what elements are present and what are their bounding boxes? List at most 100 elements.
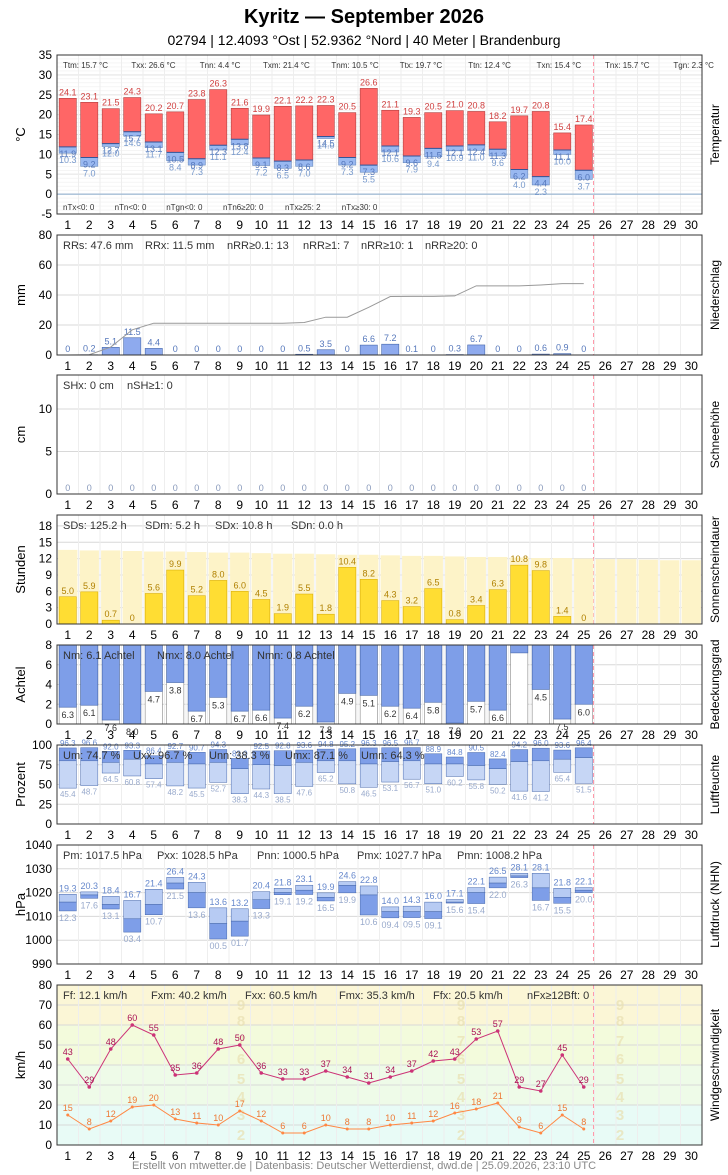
x-tick-label: 3 bbox=[107, 1149, 114, 1163]
x-tick-label: 25 bbox=[577, 968, 591, 982]
sun-bar bbox=[209, 580, 228, 625]
x-tick-label: 8 bbox=[215, 728, 222, 742]
snow-label: 0 bbox=[108, 483, 113, 493]
x-tick-label: 6 bbox=[172, 498, 179, 512]
tmax-bar bbox=[381, 109, 400, 147]
pressure-min-label: 03.4 bbox=[123, 934, 141, 944]
x-tick-label: 28 bbox=[642, 498, 656, 512]
cloud-bar bbox=[445, 644, 464, 724]
mean-wind-point bbox=[173, 1117, 177, 1121]
x-tick-label: 21 bbox=[491, 968, 505, 982]
mean-wind-label: 12 bbox=[428, 1109, 438, 1119]
tmax-bar bbox=[553, 132, 572, 151]
tmax-bar bbox=[316, 105, 335, 137]
x-tick-label: 6 bbox=[172, 628, 179, 642]
cloud-label: 0.8 bbox=[513, 656, 526, 666]
x-tick-label: 2 bbox=[86, 828, 93, 842]
sun-label: 5.2 bbox=[190, 585, 203, 595]
humidity-max-label: 84.8 bbox=[447, 748, 463, 757]
y-tick-label: 20 bbox=[39, 1098, 53, 1112]
tmin-label: 11.1 bbox=[210, 152, 227, 162]
x-tick-label: 4 bbox=[129, 218, 136, 232]
y-tick-label: 50 bbox=[39, 778, 53, 792]
snow-label: 0 bbox=[323, 483, 328, 493]
x-tick-label: 21 bbox=[491, 628, 505, 642]
sun-label: 0.8 bbox=[448, 609, 461, 619]
y-tick-label: 25 bbox=[39, 88, 53, 102]
tmax-bar bbox=[58, 98, 77, 148]
sun-label: 5.0 bbox=[61, 586, 74, 596]
mean-wind-label: 10 bbox=[385, 1113, 395, 1123]
x-tick-label: 20 bbox=[470, 359, 484, 373]
pressure-max-label: 20.3 bbox=[80, 881, 98, 891]
tmean-label: 8.9 bbox=[190, 161, 203, 171]
y-axis-label: Stunden bbox=[13, 545, 28, 593]
humidity-min-label: 45.5 bbox=[189, 790, 205, 799]
pressure-min-label: 19.2 bbox=[295, 897, 313, 907]
x-tick-label: 13 bbox=[319, 498, 333, 512]
humidity-max-label: 93.6 bbox=[554, 741, 570, 750]
sun-possible-bar bbox=[574, 558, 594, 624]
pressure-lower-bar bbox=[230, 920, 249, 937]
x-tick-label: 2 bbox=[86, 628, 93, 642]
y-tick-label: 1010 bbox=[25, 909, 52, 923]
humidity-min-label: 38.3 bbox=[232, 796, 248, 805]
pressure-upper-bar bbox=[553, 888, 572, 898]
x-tick-label: 13 bbox=[319, 628, 333, 642]
bft-label: 3 bbox=[616, 1107, 624, 1124]
sun-possible-bar bbox=[122, 550, 142, 624]
panel-frame bbox=[56, 374, 703, 495]
gust-label: 42 bbox=[428, 1049, 438, 1059]
x-tick-label: 16 bbox=[384, 968, 398, 982]
pressure-min-label: 12.3 bbox=[59, 913, 77, 923]
pressure-min-label: 15.4 bbox=[467, 906, 485, 916]
humidity-upper-bar bbox=[488, 758, 507, 769]
mean-wind-point bbox=[367, 1127, 371, 1131]
bft-label: 4 bbox=[616, 1089, 625, 1106]
x-tick-label: 20 bbox=[470, 968, 484, 982]
tmean-label: 8.6 bbox=[298, 162, 311, 172]
sun-bar bbox=[445, 619, 464, 625]
pressure-upper-bar bbox=[531, 873, 550, 889]
x-tick-label: 23 bbox=[534, 1149, 548, 1163]
precip-label: 0 bbox=[194, 344, 199, 354]
x-tick-label: 6 bbox=[172, 828, 179, 842]
y-tick-label: 100 bbox=[32, 738, 52, 752]
humidity-lower-bar bbox=[252, 764, 271, 790]
pressure-max-label: 16.7 bbox=[123, 889, 141, 899]
pressure-min-label: 17.6 bbox=[80, 900, 98, 910]
humidity-lower-bar bbox=[445, 763, 464, 777]
sun-label: 3.4 bbox=[470, 594, 483, 604]
x-tick-label: 26 bbox=[599, 218, 613, 232]
mean-wind-label: 12 bbox=[106, 1109, 116, 1119]
y-tick-label: 0 bbox=[45, 617, 52, 631]
stat-text: Uxx: 96.7 % bbox=[133, 750, 193, 762]
pressure-lower-bar bbox=[467, 892, 486, 904]
x-tick-label: 1 bbox=[64, 218, 71, 232]
x-tick-label: 2 bbox=[86, 1149, 93, 1163]
panel-title: Temperatur bbox=[708, 104, 722, 165]
tmax-bar bbox=[488, 121, 507, 150]
y-tick-label: 40 bbox=[39, 1058, 53, 1072]
stat-text: nFx≥12Bft: 0 bbox=[527, 990, 589, 1002]
panel-frame bbox=[56, 54, 703, 215]
gust-label: 33 bbox=[278, 1067, 288, 1077]
x-tick-label: 17 bbox=[405, 628, 419, 642]
mean-wind-label: 17 bbox=[235, 1099, 245, 1109]
bft-label: 7 bbox=[457, 1033, 465, 1050]
precip-bar bbox=[467, 344, 486, 356]
tmean-label: 15.7 bbox=[123, 134, 141, 144]
tmean-label: 9.6 bbox=[405, 158, 418, 168]
humidity-max-label: 93.6 bbox=[296, 741, 312, 750]
x-tick-label: 23 bbox=[534, 359, 548, 373]
pressure-min-label: 13.1 bbox=[102, 911, 120, 921]
precip-bar bbox=[359, 344, 378, 356]
x-tick-label: 27 bbox=[620, 218, 634, 232]
humidity-min-label: 45.4 bbox=[60, 790, 76, 799]
stat-text: Nmn: 0.8 Achtel bbox=[257, 650, 335, 662]
pressure-upper-bar bbox=[338, 881, 357, 886]
x-tick-label: 11 bbox=[277, 628, 290, 642]
x-tick-label: 16 bbox=[384, 218, 398, 232]
pressure-upper-bar bbox=[101, 896, 120, 905]
mean-wind-label: 8 bbox=[581, 1117, 586, 1127]
